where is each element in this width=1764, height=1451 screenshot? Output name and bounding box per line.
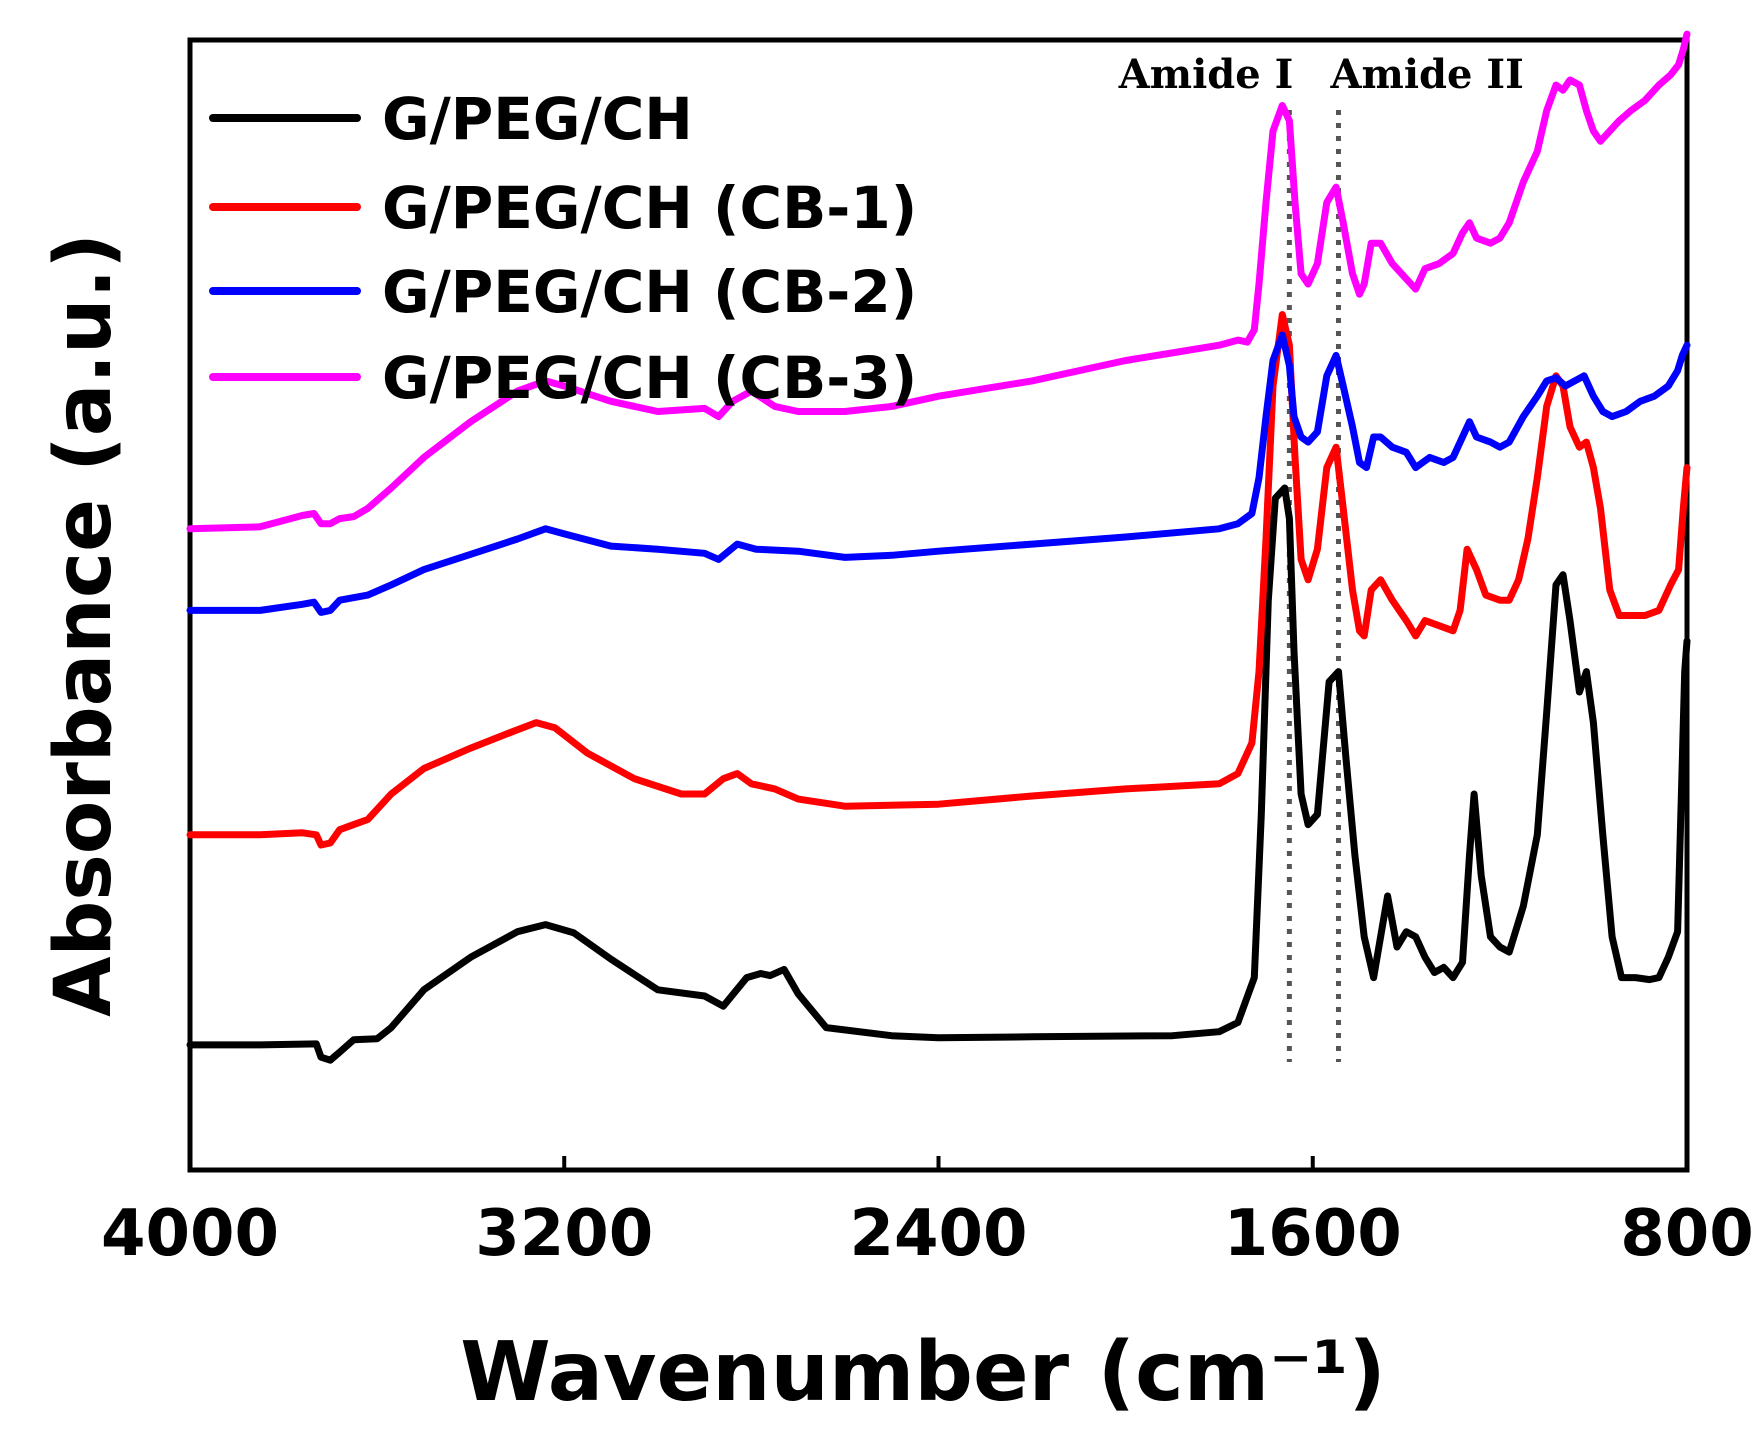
amide-annotations: Amide I Amide II <box>1118 51 1524 1062</box>
y-axis-title: Absorbance (a.u.) <box>39 233 129 1017</box>
annotation-label: Amide II <box>1329 51 1523 98</box>
legend-label: G/PEG/CH <box>382 85 693 153</box>
x-axis-title: Wavenumber (cm⁻¹) <box>460 1325 1386 1420</box>
legend: G/PEG/CH G/PEG/CH (CB-1) G/PEG/CH (CB-2) G/… <box>209 85 917 412</box>
series-line <box>186 30 1691 533</box>
x-tick-label: 800 <box>1620 1197 1754 1271</box>
series-line <box>186 311 1691 849</box>
legend-label: G/PEG/CH (CB-1) <box>382 174 917 242</box>
x-axis-ticks: 4000 3200 2400 1600 800 <box>101 1156 1754 1271</box>
series-line <box>186 484 1691 1064</box>
x-tick-label: 3200 <box>475 1197 653 1271</box>
series-line <box>186 331 1691 616</box>
x-tick-label: 1600 <box>1224 1197 1402 1271</box>
spectra-series <box>186 30 1691 1064</box>
x-tick-label: 2400 <box>849 1197 1027 1271</box>
annotation-label: Amide I <box>1118 51 1294 98</box>
x-tick-label: 4000 <box>101 1197 279 1271</box>
legend-label: G/PEG/CH (CB-2) <box>382 258 917 326</box>
legend-label: G/PEG/CH (CB-3) <box>382 344 917 412</box>
